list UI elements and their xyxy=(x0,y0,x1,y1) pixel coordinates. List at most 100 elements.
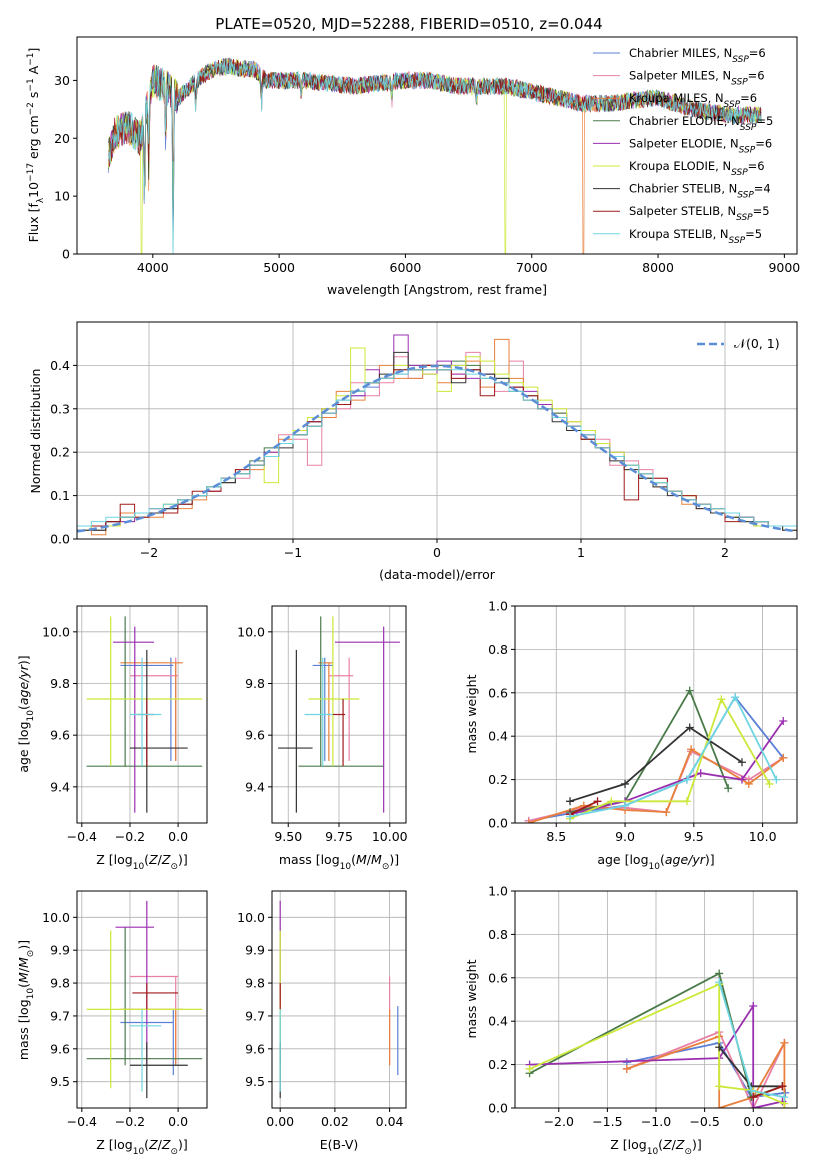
x-tick-label: −0.2 xyxy=(115,1114,145,1129)
z-age-axes: −0.4 −0.2 0.0 9.4 9.6 9.8 10.0 xyxy=(42,605,208,844)
x-tick-label: 5000 xyxy=(263,260,295,275)
series-marker xyxy=(780,1038,789,1047)
series-marker xyxy=(779,717,788,726)
x-tick-label: −1.5 xyxy=(592,1114,622,1129)
series-marker xyxy=(525,1064,534,1073)
y-axis-label: Flux [fλ10−17 erg cm−2 s−1 A−1] xyxy=(26,48,46,243)
x-axis-label: (data-model)/error xyxy=(379,567,496,582)
plot-area xyxy=(279,900,399,1099)
y-tick-label: 9.7 xyxy=(245,1008,265,1023)
y-tick-label: 9.9 xyxy=(245,943,265,958)
normal-curve xyxy=(77,364,797,533)
x-tick-label: 4000 xyxy=(137,260,169,275)
x-tick-label: 0.0 xyxy=(168,829,188,844)
x-tick-label: 8000 xyxy=(642,260,674,275)
grid xyxy=(77,606,207,823)
x-tick-label: 0.02 xyxy=(321,1114,349,1129)
axes-frame xyxy=(514,605,798,824)
legend-label: Kroupa STELIB, NSSP=5 xyxy=(629,227,762,246)
x-tick-label: 9.50 xyxy=(274,829,302,844)
spectrum-axes: 4000 5000 6000 7000 8000 9000 0 10 20 30 xyxy=(54,36,800,275)
y-tick-label: 9.4 xyxy=(50,779,70,794)
series-marker xyxy=(607,797,616,806)
y-tick-label: 10.0 xyxy=(237,910,265,925)
series-marker xyxy=(715,1043,724,1052)
x-tick-label: −1.0 xyxy=(641,1114,671,1129)
y-tick-label: 0.8 xyxy=(488,927,508,942)
series-marker xyxy=(685,686,694,695)
plot-area xyxy=(86,900,203,1099)
plot-area xyxy=(525,969,790,1108)
y-axis-label: mass weight xyxy=(464,959,479,1038)
x-tick-label: 10.0 xyxy=(749,829,777,844)
axis-decor: 9.50 9.75 10.00 9.4 9.6 9.8 10.0 xyxy=(237,605,408,844)
series-marker xyxy=(593,797,602,806)
y-tick-label: 9.6 xyxy=(50,728,70,743)
series-marker xyxy=(749,1093,758,1102)
x-tick-label: 0.0 xyxy=(168,1114,188,1129)
series-marker xyxy=(737,775,746,784)
y-tick-label: 0.2 xyxy=(50,445,70,460)
x-tick-label: 7000 xyxy=(516,260,548,275)
y-tick-label: 0.8 xyxy=(488,642,508,657)
legend-label: Salpeter MILES, NSSP=6 xyxy=(629,69,765,88)
spectrum-line-8 xyxy=(108,58,762,254)
series-marker xyxy=(524,819,533,823)
x-tick-label: 6000 xyxy=(390,260,422,275)
legend-label: Salpeter ELODIE, NSSP=6 xyxy=(629,136,772,155)
x-axis-label: wavelength [Angstrom, rest frame] xyxy=(327,282,547,297)
ebv-mass-axes: 0.00 0.02 0.04 9.5 9.6 9.7 9.8 9.9 10.0 xyxy=(237,890,407,1129)
z-mass-axes: −0.4 −0.2 0.0 9.5 9.6 9.7 9.8 9.9 10.0 xyxy=(42,890,208,1129)
x-axis-label: Z [log10(Z/Z⊙)] xyxy=(96,852,188,872)
series-line-1 xyxy=(626,1030,786,1108)
legend-label: 𝒩(0, 1) xyxy=(734,336,780,351)
x-axis-label: Z [log10(Z/Z⊙)] xyxy=(610,1137,702,1157)
y-tick-label: 20 xyxy=(54,131,70,146)
y-tick-label: 9.8 xyxy=(50,676,70,691)
y-tick-label: 9.4 xyxy=(245,779,265,794)
series-marker xyxy=(780,1093,789,1102)
y-tick-label: 0.0 xyxy=(50,532,70,547)
series-marker xyxy=(781,1088,790,1097)
series-marker xyxy=(765,779,774,788)
plot-area xyxy=(524,686,788,823)
series-marker xyxy=(566,812,575,821)
y-tick-label: 1.0 xyxy=(488,884,508,899)
y-tick-label: 0.4 xyxy=(488,1014,508,1029)
histogram-axes: −2 −1 0 1 2 0.0 0.1 0.2 0.3 0.4 xyxy=(50,321,798,560)
series-marker xyxy=(779,753,788,762)
y-tick-label: 9.8 xyxy=(245,676,265,691)
series-marker xyxy=(715,1104,724,1108)
axes-frame xyxy=(76,36,798,255)
series-line-6 xyxy=(569,726,743,803)
y-tick-label: 10 xyxy=(54,189,70,204)
y-tick-label: 10.0 xyxy=(42,624,70,639)
y-tick-label: 0 xyxy=(62,247,70,262)
legend-label: Chabrier ELODIE, NSSP=5 xyxy=(629,114,773,133)
x-tick-label: 8.5 xyxy=(546,829,566,844)
plot-area xyxy=(108,57,762,254)
axis-decor: −2.0 −1.5 −1.0 −0.5 0.0 0.0 0.2 0.4 0.6 0.8 1.0 xyxy=(488,884,798,1129)
series-marker xyxy=(566,797,575,806)
legend-label: Kroupa MILES, NSSP=6 xyxy=(629,91,757,110)
axis-decor: −0.4 −0.2 0.0 9.5 9.6 9.7 9.8 9.9 10.0 xyxy=(42,890,208,1129)
x-tick-label: 2 xyxy=(721,545,729,560)
y-tick-label: 0.4 xyxy=(488,729,508,744)
legend-label: Kroupa ELODIE, NSSP=6 xyxy=(629,159,765,178)
y-tick-label: 9.5 xyxy=(50,1074,70,1089)
series-marker xyxy=(715,978,724,987)
x-tick-label: 9.5 xyxy=(684,829,704,844)
x-tick-label: 0.0 xyxy=(743,1114,763,1129)
series-marker xyxy=(747,1086,756,1095)
x-tick-label: 9000 xyxy=(768,260,800,275)
x-axis-label: age [log10(age/yr)] xyxy=(597,852,714,872)
y-tick-label: 9.5 xyxy=(245,1074,265,1089)
series-marker xyxy=(717,695,726,704)
series-line-7 xyxy=(752,1085,783,1099)
x-tick-label: 0.00 xyxy=(266,1114,294,1129)
y-tick-label: 0.2 xyxy=(488,772,508,787)
x-tick-label: 9.75 xyxy=(325,829,353,844)
histogram-step-8 xyxy=(77,369,797,539)
y-tick-label: 0.1 xyxy=(50,488,70,503)
